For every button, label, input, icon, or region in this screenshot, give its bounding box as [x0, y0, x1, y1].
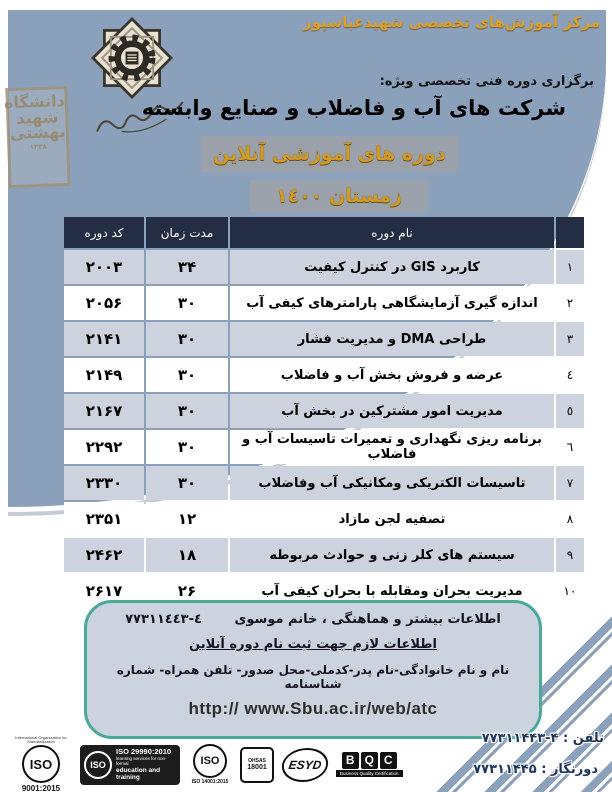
course-name: تصفیه لجن مازاد	[230, 502, 554, 536]
row-number: ٩	[556, 538, 584, 572]
course-name: تاسیسات الکتریکی ومکانیکی آب وفاضلاب	[230, 466, 554, 500]
contact-line: اطلاعات بیشتر و هماهنگی ، خانم موسوی ۷۷۳…	[87, 612, 539, 627]
course-duration: ۱۲	[146, 502, 228, 536]
course-code: ۲۰۰۳	[64, 250, 144, 284]
esyd-badge: ESYD	[279, 747, 331, 782]
iso-29990-caption: education and training	[116, 766, 161, 781]
course-duration: ۳۰	[146, 430, 228, 464]
table-row: ٩ سیستم های کلر زنی و حوادث مربوطه ۱۸ ۲۴…	[64, 538, 584, 572]
bqc-badge: B Q C Business Quality Certification	[336, 751, 403, 778]
bqc-letter: C	[379, 751, 397, 769]
star-gear-logo-icon	[91, 17, 173, 99]
iso-ring-text: International Organization for Standardi…	[15, 735, 67, 744]
iso-logo-icon: ISO	[22, 745, 60, 783]
iso-14001-badge: ISO ISO 14001:2015	[188, 744, 232, 785]
course-duration: ۳۰	[146, 358, 228, 392]
table-row: ٣ طراحی DMA و مدیریت فشار ۳۰ ۲۱۴۱	[64, 322, 584, 356]
bqc-caption: Business Quality Certification	[336, 769, 403, 778]
brand-title: مرکز آموزش‌های تخصصی شهیدعباسپور	[303, 13, 600, 31]
footer-fax-line: دورنگار : ۷۷۳۱۱۴۴۵	[473, 762, 598, 777]
iso-29990-subtitle: learning services for non-formal	[116, 756, 167, 767]
registration-url-link[interactable]: http:// www.Sbu.ac.ir/web/atc	[188, 699, 438, 718]
audience-title: شرکت های آب و فاضلاب و صنایع وابسته	[141, 96, 566, 120]
signature-calligraphy-icon	[96, 101, 184, 133]
course-duration: ۳۰	[146, 466, 228, 500]
course-code: ۲۲۹۲	[64, 430, 144, 464]
stamp-line: بهشتی	[9, 122, 66, 144]
registration-info-box: اطلاعات بیشتر و هماهنگی ، خانم موسوی ۷۷۳…	[84, 600, 542, 739]
table-row: ١ کاربرد GIS در کنترل کیفیت ۳۴ ۲۰۰۳	[64, 250, 584, 284]
table-row: ٤ عرضه و فروش بخش آب و فاضلاب ۳۰ ۲۱۴۹	[64, 358, 584, 392]
course-table: نام دوره مدت زمان کد دوره ١ کاربرد GIS د…	[62, 215, 586, 610]
footer-phone-line: تلفن : ۷۷۳۱۱۴۴۳-۴	[482, 731, 604, 746]
required-fields-line: نام و نام خانوادگی-نام پدر-کدملی-محل صدو…	[116, 663, 510, 691]
iso-logo-icon: ISO	[193, 744, 227, 778]
header-row-number	[556, 217, 584, 248]
contact-phone-number: ۷۷۳۱۱٤٤۳-٤	[125, 612, 202, 627]
course-table-body: ١ کاربرد GIS در کنترل کیفیت ۳۴ ۲۰۰۳ ٢ ان…	[64, 250, 584, 608]
iso-9001-code: 9001:2015	[21, 784, 61, 792]
course-name: اندازه گیری آزمایشگاهی پارامترهای کیفی آ…	[230, 286, 554, 320]
event-subtitle: برگزاری دوره فنی تخصصی ویژه:	[379, 74, 594, 89]
bqc-letter: Q	[360, 751, 378, 769]
online-courses-banner: دوره های آموزشی آنلاین	[201, 136, 458, 172]
course-name: طراحی DMA و مدیریت فشار	[230, 322, 554, 356]
course-code: ۲۱۶۷	[64, 394, 144, 428]
course-code: ۲۰۵۶	[64, 286, 144, 320]
course-code: ۲۳۳۰	[64, 466, 144, 500]
iso-29990-badge: ISO ISO 29990:2010 learning services for…	[80, 744, 180, 785]
certification-badges: International Organization for Standardi…	[10, 736, 403, 792]
course-code: ۲۳۵۱	[64, 502, 144, 536]
course-code: ۲۴۶۲	[64, 538, 144, 572]
ohsas-name: OHSAS	[248, 758, 266, 764]
course-name: عرضه و فروش بخش آب و فاضلاب	[230, 358, 554, 392]
table-header-row: نام دوره مدت زمان کد دوره	[64, 217, 584, 248]
course-name: برنامه ریزی نگهداری و تعمیرات تاسیسات آب…	[230, 430, 554, 464]
winter-1400-banner: زمستان ١٤٠٠	[250, 180, 429, 212]
phone-label: تلفن :	[563, 731, 604, 746]
phone-number: ۷۷۳۱۱۴۴۳-۴	[481, 731, 559, 746]
course-name: سیستم های کلر زنی و حوادث مربوطه	[230, 538, 554, 572]
row-number: ٢	[556, 286, 584, 320]
ohsas-18001-badge: OHSAS 18001	[240, 746, 274, 783]
row-number: ٣	[556, 322, 584, 356]
row-number: ٥	[556, 394, 584, 428]
course-name: کاربرد GIS در کنترل کیفیت	[230, 250, 554, 284]
header-duration: مدت زمان	[146, 217, 228, 248]
course-code: ۲۱۴۱	[64, 322, 144, 356]
iso-14001-code: ISO 14001:2015	[191, 779, 229, 785]
course-name: مدیریت امور مشترکین در بخش آب	[230, 394, 554, 428]
course-duration: ۳۰	[146, 394, 228, 428]
table-row: ٥ مدیریت امور مشترکین در بخش آب ۳۰ ۲۱۶۷	[64, 394, 584, 428]
university-seal-stamp: دانشگاه شهید بهشتی ۱۳۳۸	[4, 85, 71, 189]
fax-number: ۷۷۳۱۱۴۴۵	[473, 762, 537, 777]
table-row: ٨ تصفیه لجن مازاد ۱۲ ۲۳۵۱	[64, 502, 584, 536]
iso-logo-icon: ISO	[84, 750, 112, 779]
course-duration: ۳۴	[146, 250, 228, 284]
table-row: ٢ اندازه گیری آزمایشگاهی پارامترهای کیفی…	[64, 286, 584, 320]
course-duration: ۱۸	[146, 538, 228, 572]
contact-text: اطلاعات بیشتر و هماهنگی ، خانم موسوی	[234, 612, 501, 627]
row-number: ٨	[556, 502, 584, 536]
row-number: ٧	[556, 466, 584, 500]
table-row: ٧ تاسیسات الکتریکی ومکانیکی آب وفاضلاب ۳…	[64, 466, 584, 500]
stamp-year: ۱۳۳۸	[29, 142, 48, 152]
course-code: ۲۱۴۹	[64, 358, 144, 392]
iso-29990-code: ISO 29990:2010	[116, 746, 172, 756]
fax-label: دورنگار :	[541, 762, 598, 777]
header-course-name: نام دوره	[230, 217, 554, 248]
row-number: ١	[556, 250, 584, 284]
row-number: ٤	[556, 358, 584, 392]
ohsas-code: 18001	[247, 764, 267, 771]
row-number: ٦	[556, 430, 584, 464]
course-duration: ۳۰	[146, 322, 228, 356]
table-row: ٦ برنامه ریزی نگهداری و تعمیرات تاسیسات …	[64, 430, 584, 464]
row-number: ١٠	[556, 574, 584, 608]
iso-9001-badge: International Organization for Standardi…	[10, 736, 72, 792]
registration-required-info-title: اطلاعات لازم جهت ثبت نام دوره آنلاین	[189, 637, 437, 652]
course-duration: ۳۰	[146, 286, 228, 320]
bqc-letter: B	[341, 751, 359, 769]
header-course-code: کد دوره	[64, 217, 144, 248]
